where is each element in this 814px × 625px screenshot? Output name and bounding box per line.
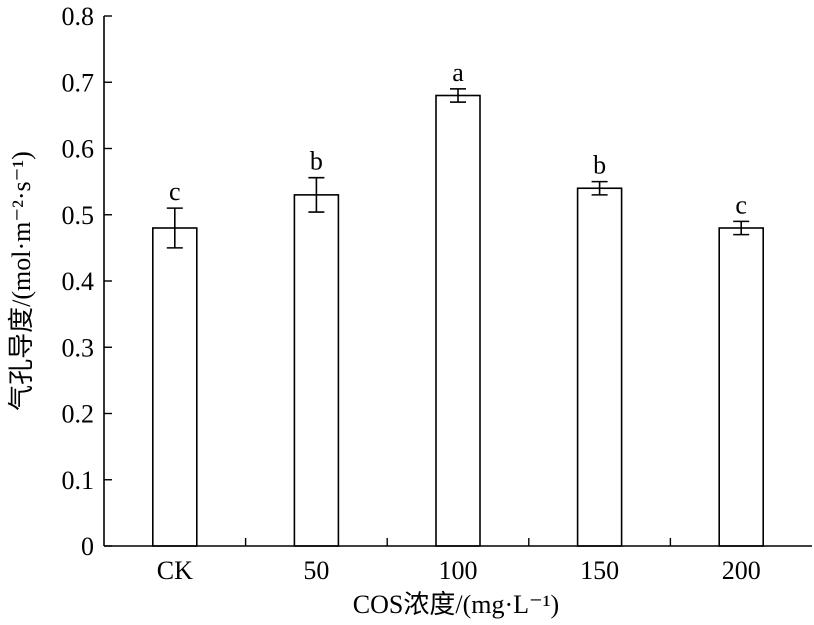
significance-label: b — [593, 151, 606, 180]
y-tick-label: 0.4 — [62, 267, 95, 296]
y-tick-label: 0 — [81, 532, 94, 561]
x-tick-label: 50 — [303, 556, 329, 585]
bars-group: c b a b c — [152, 58, 765, 547]
y-tick-label: 0.2 — [62, 400, 95, 429]
significance-label: a — [452, 58, 464, 87]
x-tick-label: CK — [157, 556, 193, 585]
y-tick-label: 0.8 — [62, 2, 95, 31]
y-tick-label: 0.6 — [62, 135, 95, 164]
x-axis-ticks: CK 50 100 150 200 — [157, 538, 761, 585]
significance-label: c — [735, 190, 747, 219]
significance-label: c — [169, 177, 181, 206]
y-tick-label: 0.5 — [62, 201, 95, 230]
y-tick-label: 0.3 — [62, 333, 95, 362]
significance-label: b — [310, 147, 323, 176]
x-tick-label: 100 — [439, 556, 478, 585]
y-tick-label: 0.7 — [62, 68, 95, 97]
x-axis-title: COS浓度/(mg·L⁻¹) — [353, 590, 559, 619]
x-tick-label: 200 — [722, 556, 761, 585]
y-axis-ticks: 0 0.1 0.2 0.3 0.4 0.5 0.6 0.7 0.8 — [62, 2, 112, 561]
y-axis-title: 气孔导度/(mol·m⁻²·s⁻¹) — [7, 151, 36, 411]
bar — [152, 227, 198, 547]
y-tick-label: 0.1 — [62, 466, 95, 495]
bar — [435, 94, 481, 547]
bar — [576, 187, 623, 547]
bar — [293, 194, 340, 547]
bar — [718, 227, 765, 547]
x-tick-label: 150 — [580, 556, 619, 585]
